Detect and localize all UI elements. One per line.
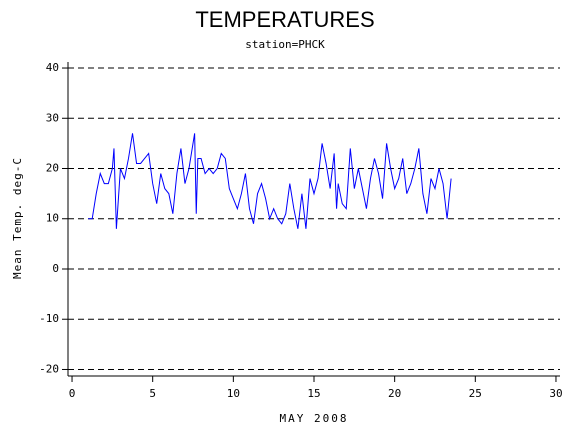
x-tick-label: 20 bbox=[388, 387, 401, 400]
chart-subtitle: station=PHCK bbox=[245, 38, 325, 51]
y-tick-label: 30 bbox=[46, 111, 59, 124]
y-tick-label: -20 bbox=[39, 362, 59, 375]
x-tick-label: 10 bbox=[227, 387, 240, 400]
y-tick-label: 0 bbox=[52, 262, 59, 275]
y-tick-label: 20 bbox=[46, 162, 59, 175]
x-axis-label: MAY 2008 bbox=[280, 412, 349, 425]
temperature-line bbox=[88, 133, 452, 229]
x-tick-label: 30 bbox=[549, 387, 562, 400]
y-tick-label: -10 bbox=[39, 312, 59, 325]
chart-title: TEMPERATURES bbox=[195, 7, 374, 32]
y-tick-label: 40 bbox=[46, 61, 59, 74]
x-tick-label: 5 bbox=[149, 387, 156, 400]
x-tick-label: 0 bbox=[69, 387, 76, 400]
y-tick-label: 10 bbox=[46, 212, 59, 225]
x-tick-label: 15 bbox=[307, 387, 320, 400]
x-tick-label: 25 bbox=[469, 387, 482, 400]
y-axis-label: Mean Temp. deg-C bbox=[11, 157, 24, 279]
